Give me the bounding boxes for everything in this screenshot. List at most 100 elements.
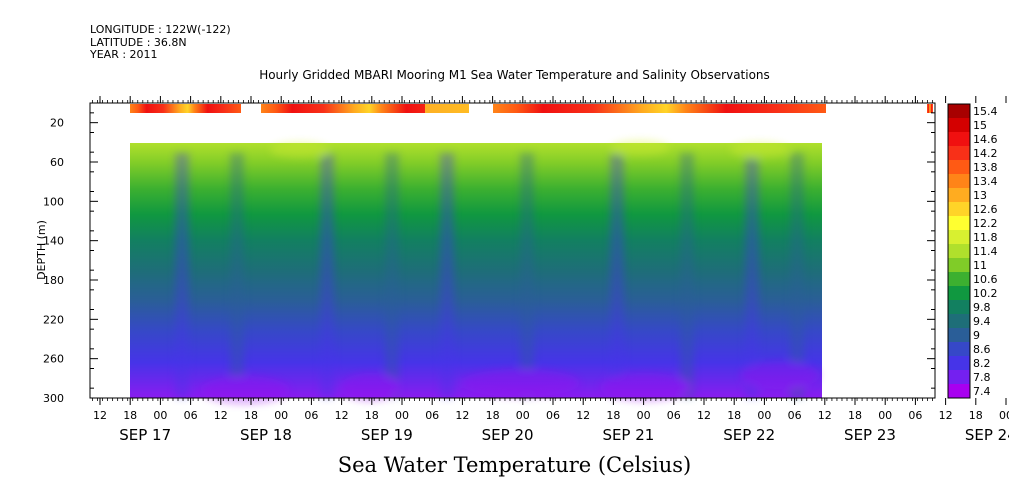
- surface-temperature-band: [493, 104, 826, 113]
- surface-temperature-band: [927, 104, 933, 113]
- warm-surface-patch: [730, 142, 790, 158]
- colorbar-label: 14.2: [973, 147, 998, 160]
- x-hour-label: 12: [939, 409, 953, 422]
- x-hour-label: 18: [969, 409, 983, 422]
- colorbar-swatch: [948, 258, 970, 273]
- x-hour-label: 18: [848, 409, 862, 422]
- x-hour-label: 12: [818, 409, 832, 422]
- temperature-field: [130, 143, 822, 398]
- x-hour-label: 00: [395, 409, 409, 422]
- x-hour-label: 18: [244, 409, 258, 422]
- x-hour-label: 00: [516, 409, 530, 422]
- y-tick-label: 180: [43, 274, 64, 287]
- x-hour-label: 00: [999, 409, 1009, 422]
- x-hour-label: 00: [274, 409, 288, 422]
- year-label: YEAR : 2011: [90, 48, 158, 61]
- colorbar-label: 10.6: [973, 273, 998, 286]
- x-hour-label: 06: [667, 409, 681, 422]
- colorbar-swatch: [948, 132, 970, 147]
- field-streak: [680, 153, 694, 398]
- x-hour-label: 00: [637, 409, 651, 422]
- deep-cold-patch: [200, 376, 290, 404]
- colorbar-label: 13.4: [973, 175, 998, 188]
- x-day-label: SEP 19: [361, 426, 413, 444]
- colorbar-swatch: [948, 216, 970, 231]
- x-hour-label: 06: [546, 409, 560, 422]
- colorbar-label: 11.4: [973, 245, 998, 258]
- y-tick-label: 140: [43, 235, 64, 248]
- colorbar-label: 9: [973, 329, 980, 342]
- y-tick-label: 260: [43, 353, 64, 366]
- x-hour-label: 12: [455, 409, 469, 422]
- x-day-label: SEP 23: [844, 426, 896, 444]
- colorbar-swatch: [948, 300, 970, 315]
- colorbar-label: 11: [973, 259, 987, 272]
- colorbar-frame: [947, 103, 971, 399]
- colorbar-label: 7.4: [973, 385, 991, 398]
- station-metadata: LONGITUDE : 122W(-122) LATITUDE : 36.8N …: [90, 23, 231, 62]
- x-hour-label: 18: [365, 409, 379, 422]
- x-hour-label: 06: [184, 409, 198, 422]
- x-day-label: SEP 22: [723, 426, 775, 444]
- colorbar-swatch: [948, 174, 970, 189]
- x-day-label: SEP 18: [240, 426, 292, 444]
- surface-temperature-band: [261, 104, 469, 113]
- deep-cold-patch: [600, 373, 690, 401]
- latitude-label: LATITUDE : 36.8N: [90, 35, 187, 49]
- x-hour-label: 06: [908, 409, 922, 422]
- colorbar-swatch: [948, 104, 970, 119]
- x-day-label: SEP 17: [119, 426, 171, 444]
- colorbar-label: 11.8: [973, 231, 998, 244]
- field-layer: [130, 104, 933, 404]
- colorbar-label: 9.4: [973, 315, 991, 328]
- colorbar: 15.41514.614.213.813.41312.612.211.811.4…: [947, 103, 998, 399]
- colorbar-swatch: [948, 384, 970, 399]
- x-axis: 12 18 00 06 12 18 00 06 12 18 00 06 12 18 00 06 12 18 00 06…: [92, 96, 1009, 444]
- deep-cold-patch: [740, 361, 820, 389]
- field-streak: [320, 153, 334, 398]
- colorbar-swatch: [948, 370, 970, 385]
- colorbar-swatch: [948, 118, 970, 133]
- colorbar-label: 10.2: [973, 287, 998, 300]
- colorbar-label: 12.6: [973, 203, 998, 216]
- x-hour-label: 00: [757, 409, 771, 422]
- field-streak: [440, 153, 454, 398]
- x-hour-label: 18: [606, 409, 620, 422]
- deep-cold-patch: [340, 373, 400, 401]
- surface-warm-segment: [425, 104, 469, 113]
- y-tick-label: 20: [50, 117, 64, 130]
- x-hour-label: 12: [93, 409, 107, 422]
- x-day-label: SEP 24: [965, 426, 1009, 444]
- warm-surface-patch: [270, 142, 330, 158]
- x-hour-label: 06: [788, 409, 802, 422]
- field-streak: [385, 153, 399, 398]
- field-streak: [610, 153, 624, 398]
- colorbar-swatch: [948, 188, 970, 203]
- field-variability: [175, 140, 820, 404]
- colorbar-label: 13: [973, 189, 987, 202]
- colorbar-swatch: [948, 160, 970, 175]
- colorbar-label: 15.4: [973, 105, 998, 118]
- colorbar-swatch: [948, 328, 970, 343]
- x-hour-label: 00: [153, 409, 167, 422]
- colorbar-label: 7.8: [973, 371, 991, 384]
- warm-surface-patch: [610, 140, 670, 156]
- colorbar-swatch: [948, 286, 970, 301]
- variable-title: Sea Water Temperature (Celsius): [337, 453, 692, 477]
- field-streak: [175, 153, 189, 398]
- field-streak: [790, 153, 804, 398]
- field-streak: [230, 153, 244, 398]
- y-tick-label: 300: [43, 392, 64, 405]
- x-hour-label: 06: [425, 409, 439, 422]
- x-hour-label: 12: [335, 409, 349, 422]
- x-hour-label: 12: [697, 409, 711, 422]
- x-hour-label: 06: [304, 409, 318, 422]
- x-hour-label: 12: [214, 409, 228, 422]
- x-day-label: SEP 20: [482, 426, 534, 444]
- colorbar-swatch: [948, 244, 970, 259]
- colorbar-swatch: [948, 146, 970, 161]
- longitude-label: LONGITUDE : 122W(-122): [90, 23, 231, 36]
- colorbar-swatch: [948, 230, 970, 245]
- x-day-label: SEP 21: [602, 426, 654, 444]
